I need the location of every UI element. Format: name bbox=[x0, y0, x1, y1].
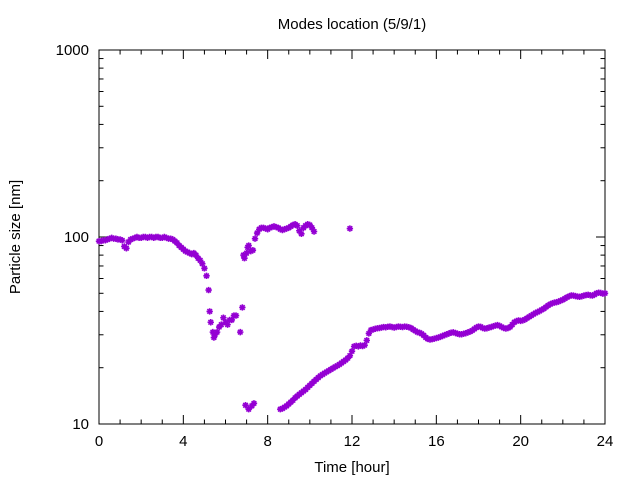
data-point bbox=[361, 341, 368, 349]
data-point bbox=[237, 328, 244, 336]
data-point bbox=[201, 265, 208, 272]
data-point bbox=[308, 224, 316, 231]
x-tick-label: 16 bbox=[428, 433, 445, 450]
data-point bbox=[123, 245, 130, 252]
y-tick-label: 10 bbox=[72, 416, 89, 433]
data-point bbox=[205, 286, 212, 294]
data-point bbox=[241, 255, 248, 262]
x-tick-label: 0 bbox=[95, 433, 103, 450]
x-tick-label: 4 bbox=[179, 433, 187, 450]
data-point bbox=[206, 308, 213, 315]
data-point bbox=[365, 330, 373, 337]
plot-frame bbox=[98, 49, 606, 425]
data-point bbox=[203, 272, 210, 280]
data-points bbox=[95, 221, 609, 413]
data-point bbox=[207, 319, 214, 326]
y-tick-label: 100 bbox=[64, 229, 89, 246]
data-point bbox=[197, 257, 204, 264]
data-point bbox=[250, 400, 258, 407]
y-tick-label: 1000 bbox=[56, 42, 89, 59]
x-tick-label: 8 bbox=[263, 433, 271, 450]
axis-ticks bbox=[98, 49, 606, 425]
data-point bbox=[118, 237, 126, 244]
data-point bbox=[601, 290, 609, 297]
y-axis-label: Particle size [nm] bbox=[7, 180, 24, 294]
data-point bbox=[232, 312, 240, 319]
data-point bbox=[346, 225, 354, 232]
x-tick-label: 24 bbox=[597, 433, 614, 450]
data-point bbox=[251, 235, 259, 242]
x-tick-label: 20 bbox=[512, 433, 529, 450]
data-point bbox=[253, 229, 261, 237]
data-point bbox=[346, 352, 354, 359]
data-point bbox=[242, 402, 249, 409]
data-point bbox=[348, 348, 356, 355]
x-axis-label: Time [hour] bbox=[314, 459, 389, 476]
data-point bbox=[245, 405, 252, 413]
data-point bbox=[218, 321, 225, 328]
data-point bbox=[199, 260, 206, 267]
x-tick-label: 12 bbox=[344, 433, 361, 450]
data-point bbox=[293, 222, 301, 229]
chart-title: Modes location (5/9/1) bbox=[278, 16, 426, 33]
data-point bbox=[298, 230, 305, 238]
data-point bbox=[243, 249, 250, 257]
data-point bbox=[310, 228, 318, 235]
data-point bbox=[363, 337, 370, 344]
data-point bbox=[245, 242, 252, 249]
data-point bbox=[224, 321, 231, 328]
data-point bbox=[249, 246, 257, 254]
tick-labels: 0 4 8 12 16 20 24 10 100 1000 bbox=[56, 42, 614, 450]
data-point bbox=[220, 314, 227, 321]
data-point bbox=[213, 328, 221, 336]
data-point bbox=[239, 304, 246, 311]
data-point bbox=[228, 316, 236, 324]
